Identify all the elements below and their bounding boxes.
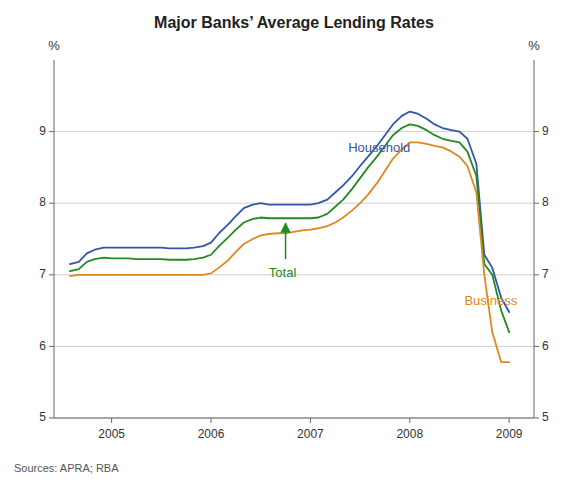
y2-tick-label: 6 bbox=[542, 339, 549, 353]
y-axis-label: % bbox=[48, 38, 60, 53]
annotation-label: Household bbox=[348, 140, 410, 155]
y-tick bbox=[49, 346, 54, 347]
axes: 5 6 7 8 9 5 6 7 8 9 2005 2006 2007 2008 2009 bbox=[39, 60, 549, 441]
grid-line bbox=[54, 418, 534, 419]
grid-line bbox=[54, 346, 534, 347]
y-tick-label: 5 bbox=[39, 410, 46, 424]
x-tick-label: 2009 bbox=[496, 427, 523, 441]
y-axis-line bbox=[54, 60, 55, 418]
plot-area bbox=[70, 112, 509, 363]
series-line bbox=[70, 124, 509, 332]
grid bbox=[54, 132, 534, 418]
series-line bbox=[70, 142, 509, 362]
x-tick-label: 2007 bbox=[297, 427, 324, 441]
y2-tick bbox=[534, 131, 539, 132]
grid-line bbox=[54, 203, 534, 204]
title: Major Banks’ Average Lending Rates bbox=[154, 14, 434, 31]
chart-svg: Major Banks’ Average Lending Rates%% 5 6 7 8… bbox=[0, 0, 588, 484]
y2-tick bbox=[534, 346, 539, 347]
y2-tick bbox=[534, 203, 539, 204]
y-tick-label: 9 bbox=[39, 124, 46, 138]
x-tick bbox=[211, 418, 212, 423]
grid-line bbox=[54, 131, 534, 132]
y-tick-label: 8 bbox=[39, 195, 46, 209]
y2-tick-label: 5 bbox=[542, 410, 549, 424]
x-tick bbox=[409, 418, 410, 423]
y2-tick bbox=[534, 274, 539, 275]
x-tick bbox=[310, 418, 311, 423]
y-tick-label: 6 bbox=[39, 339, 46, 353]
y2-tick-label: 7 bbox=[542, 267, 549, 281]
x-tick bbox=[111, 418, 112, 423]
annotation-label: Total bbox=[269, 265, 297, 280]
y-tick-label: 7 bbox=[39, 267, 46, 281]
y2-axis-label: % bbox=[528, 38, 540, 53]
x-tick-label: 2008 bbox=[396, 427, 423, 441]
x-tick-label: 2005 bbox=[98, 427, 125, 441]
y-tick bbox=[49, 131, 54, 132]
series-line bbox=[70, 112, 509, 312]
x-tick bbox=[509, 418, 510, 423]
y2-tick-label: 8 bbox=[542, 195, 549, 209]
y2-tick bbox=[534, 418, 539, 419]
y2-axis-line bbox=[534, 60, 535, 418]
annotation-label: Business bbox=[464, 293, 517, 308]
x-tick-label: 2006 bbox=[198, 427, 225, 441]
y2-tick-label: 9 bbox=[542, 124, 549, 138]
annotations: Total Household Business bbox=[269, 140, 518, 308]
chart-container: Major Banks’ Average Lending Rates%% 5 6 7 8… bbox=[0, 0, 588, 484]
y-tick bbox=[49, 203, 54, 204]
y-tick bbox=[49, 418, 54, 419]
annotation-arrow bbox=[285, 223, 287, 259]
x-axis-line bbox=[54, 418, 534, 419]
source-note: Sources: APRA; RBA bbox=[14, 462, 119, 474]
y-tick bbox=[49, 274, 54, 275]
